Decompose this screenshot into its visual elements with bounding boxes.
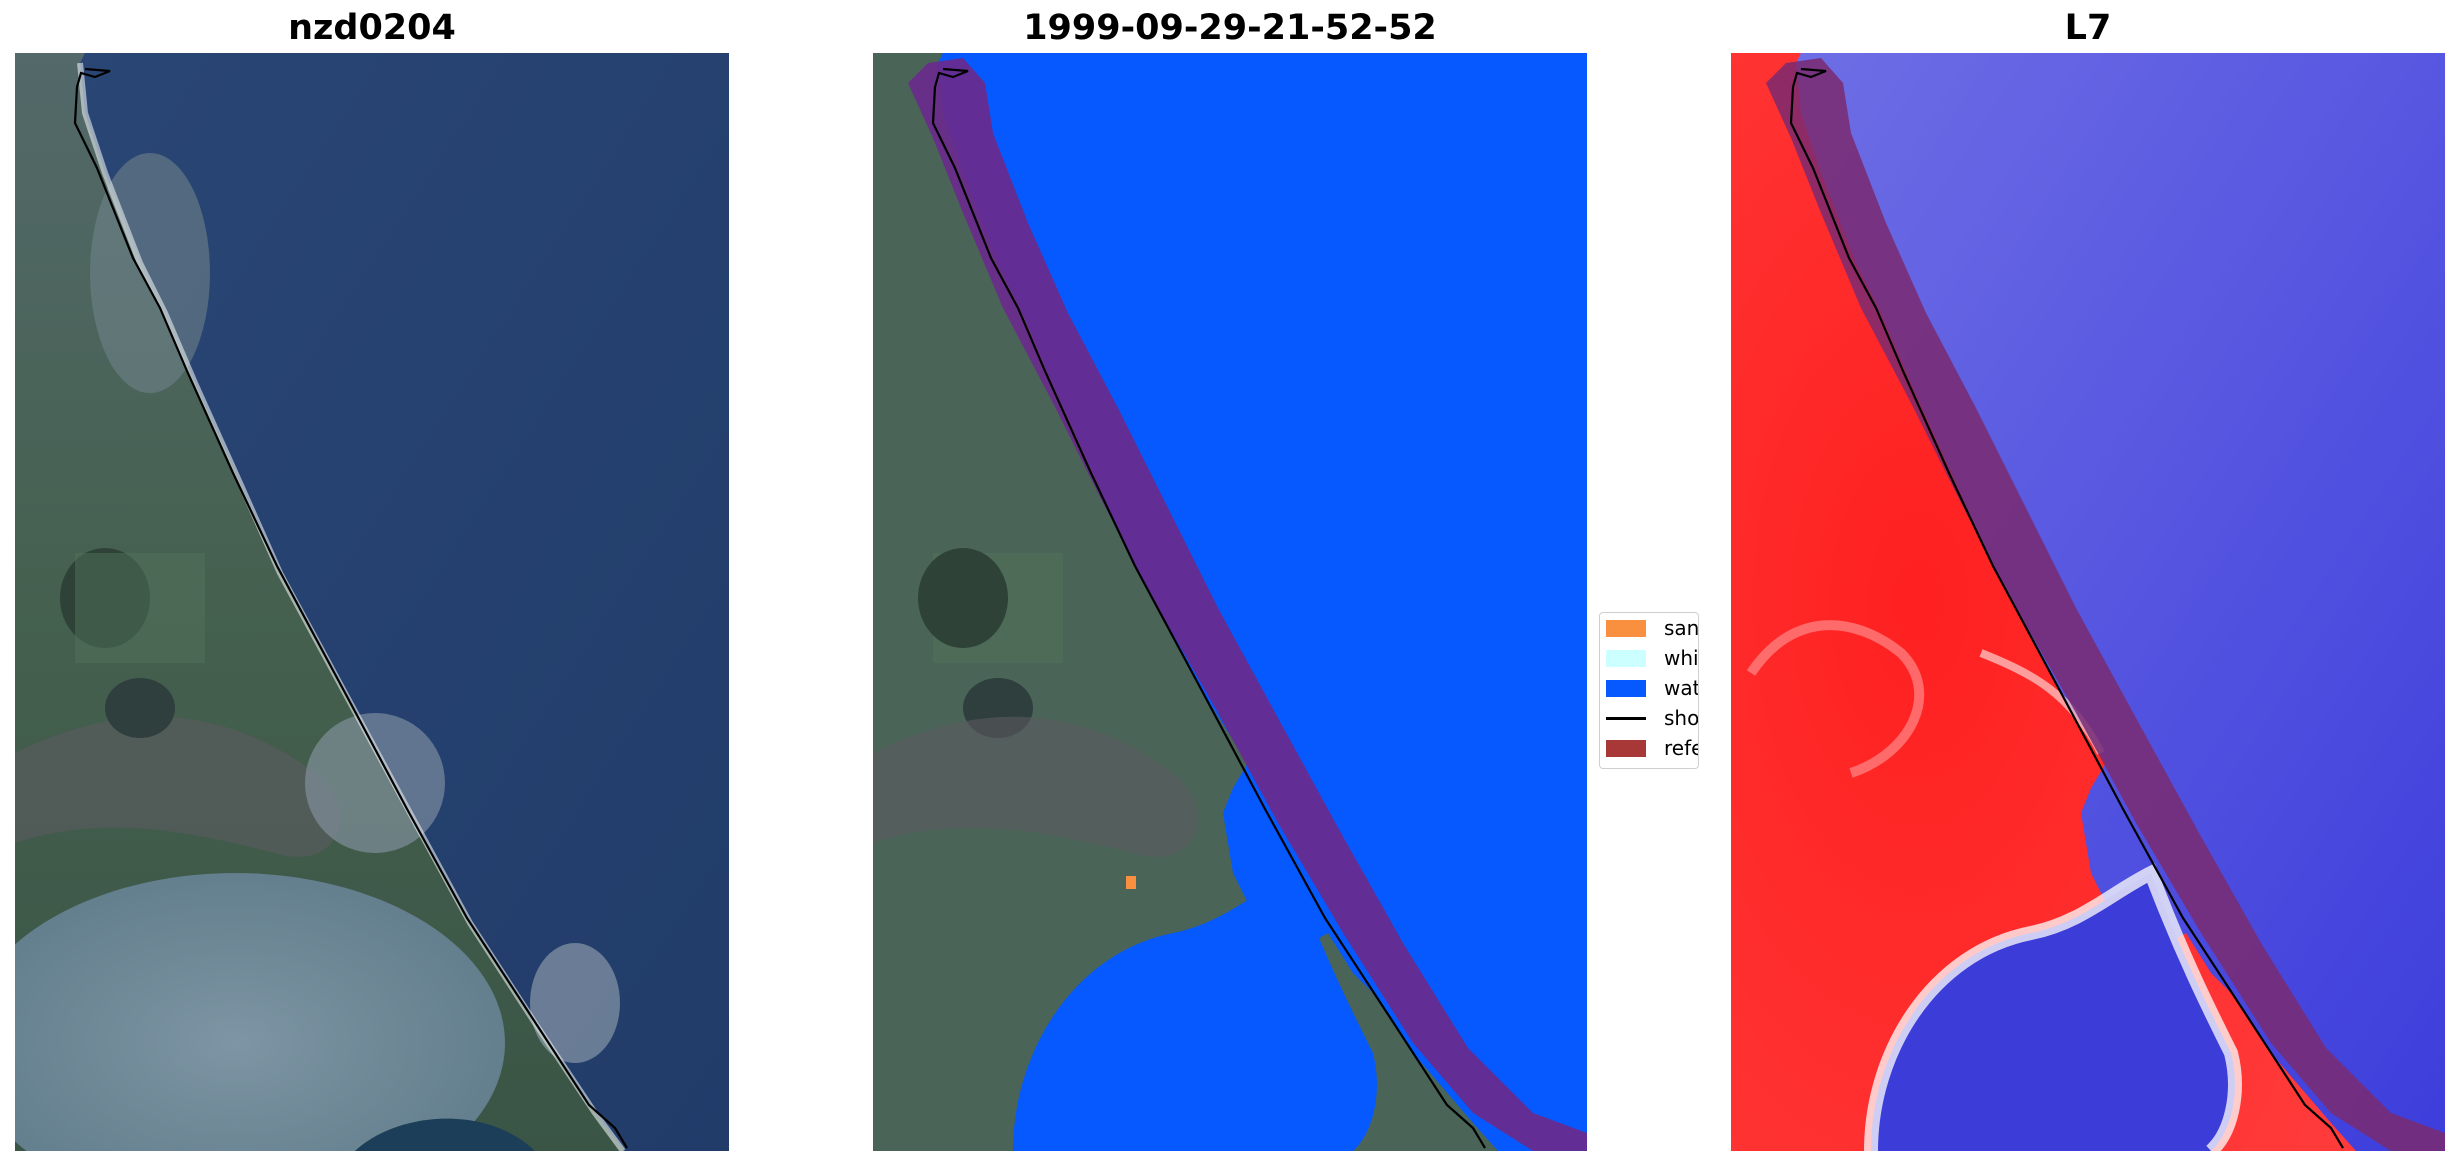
land-index-area [1731,53,2356,1151]
index-panel [1731,53,2445,1151]
estuary-water-class [1013,873,1377,1151]
legend-item-water: water [1606,673,1698,703]
shoreline-line [931,67,1486,1149]
legend: sand whitewater water shoreline referenc… [1599,612,1699,769]
legend-swatch-water [1606,679,1646,697]
urban-area-1 [305,713,445,853]
legend-label-shoreline: shoreline [1664,706,1699,730]
panel-title-satellite: L7 [2064,8,2112,48]
fields [75,553,205,663]
legend-label-water: water [1664,676,1698,700]
sand-patch [1126,876,1136,889]
legend-label-sand: sand [1664,616,1699,640]
estuary-bay [15,873,505,1151]
shoreline-line [73,67,628,1149]
channel-dark [355,1118,535,1151]
river-channel [15,716,341,857]
dark-field-1 [918,548,1008,648]
shoreline-line [1789,67,2344,1149]
legend-item-reference: reference shoreline buffer [1606,733,1698,763]
legend-label-whitewater: whitewater [1664,646,1699,670]
index-image [1731,53,2445,1151]
river-channel [873,716,1199,857]
legend-swatch-shoreline [1606,716,1646,720]
classification-panel [873,53,1587,1151]
legend-swatch-reference [1606,739,1646,757]
reference-buffer [908,58,1587,1151]
legend-item-whitewater: whitewater [1606,643,1699,673]
urban-area-2 [90,153,210,393]
legend-label-reference: reference shoreline buffer [1664,736,1698,760]
rgb-image-panel [15,53,729,1151]
rgb-image [15,53,729,1151]
classification-image [873,53,1587,1151]
estuary-edge [1864,863,2242,1151]
legend-swatch-whitewater [1606,649,1646,667]
legend-item-sand: sand [1606,613,1699,643]
panel-title-rgb: nzd0204 [288,8,456,48]
urban-area-3 [530,943,620,1063]
reference-buffer [1766,58,2445,1151]
dark-field-2 [105,678,175,738]
panel-title-date: 1999-09-29-21-52-52 [1023,8,1437,48]
legend-item-shoreline: shoreline [1606,703,1699,733]
land-area [873,53,1498,1151]
estuary-index-water [1871,873,2235,1151]
legend-swatch-sand [1606,619,1646,637]
river-channel [1746,620,1925,778]
